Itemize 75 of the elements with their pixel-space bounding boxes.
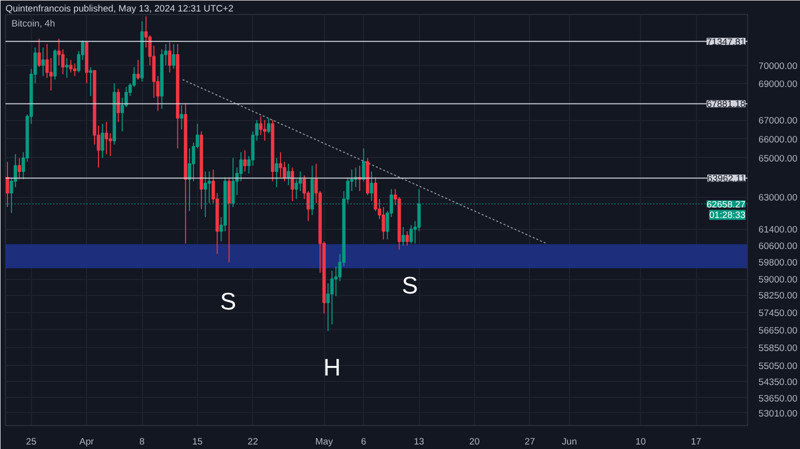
candlestick bbox=[18, 157, 22, 180]
y-tick-label: 69000.00 bbox=[758, 78, 798, 89]
annotation: S bbox=[220, 288, 236, 316]
candlestick bbox=[278, 152, 282, 178]
candlestick bbox=[227, 176, 231, 263]
y-tick-label: 67000.00 bbox=[758, 116, 798, 126]
candlestick bbox=[294, 178, 298, 200]
y-tick-label: 66000.00 bbox=[758, 134, 798, 144]
candlestick bbox=[405, 230, 409, 246]
y-tick-label: 61400.00 bbox=[758, 224, 798, 235]
candlestick bbox=[37, 38, 41, 68]
ref-line-label: 62658.27 bbox=[706, 199, 746, 210]
candlestick bbox=[239, 152, 243, 182]
candlestick bbox=[116, 88, 120, 122]
x-tick-label: 8 bbox=[139, 436, 145, 446]
candlestick bbox=[104, 121, 108, 155]
annotation: 01:28:33 bbox=[709, 210, 746, 220]
candlestick bbox=[100, 123, 104, 158]
candlestick bbox=[334, 266, 338, 297]
y-tick-label: 55050.00 bbox=[758, 361, 798, 372]
candlestick bbox=[290, 167, 294, 202]
x-tick-label: 25 bbox=[26, 436, 36, 446]
candlestick bbox=[370, 170, 374, 202]
candlestick bbox=[88, 66, 92, 97]
x-tick-label: 17 bbox=[690, 436, 702, 446]
candlestick bbox=[73, 62, 76, 77]
y-tick-label: 63000.00 bbox=[758, 192, 798, 203]
x-tick-label: 22 bbox=[248, 436, 258, 446]
y-tick-label: 56650.00 bbox=[758, 325, 798, 336]
y-tick-label: 57450.00 bbox=[758, 308, 798, 318]
y-tick-label: 55850.00 bbox=[758, 343, 798, 354]
candlestick bbox=[402, 226, 405, 246]
x-tick-label: Apr bbox=[79, 436, 94, 446]
chart-title: Bitcoin, 4h bbox=[12, 18, 56, 28]
y-tick-label: 53010.00 bbox=[758, 408, 798, 418]
candlestick bbox=[65, 58, 69, 78]
y-tick-label: 65000.00 bbox=[758, 153, 798, 164]
x-tick-label: Jun bbox=[562, 436, 577, 446]
candlestick bbox=[326, 282, 330, 332]
ref-line-label: 67881.18 bbox=[706, 99, 746, 110]
y-tick-label: 59800.00 bbox=[758, 258, 798, 268]
candlestick bbox=[136, 59, 140, 80]
candlestick bbox=[330, 270, 334, 325]
candlestick bbox=[57, 38, 61, 66]
y-tick-label: 58250.00 bbox=[758, 290, 798, 301]
x-tick-label: 13 bbox=[414, 436, 424, 446]
x-tick-label: 10 bbox=[635, 436, 646, 446]
annotation: S bbox=[402, 272, 418, 300]
candlestick bbox=[243, 150, 247, 172]
candlestick bbox=[263, 120, 266, 142]
candlestick bbox=[69, 59, 72, 73]
candlestick bbox=[274, 157, 278, 188]
y-tick-label: 53650.00 bbox=[758, 393, 798, 404]
x-tick-label: 15 bbox=[192, 436, 203, 446]
candlestick bbox=[41, 47, 45, 77]
y-tick-label: 59000.00 bbox=[758, 274, 798, 285]
ref-line-label: 63962.11 bbox=[707, 174, 746, 184]
y-tick-label: 54350.00 bbox=[758, 377, 798, 388]
candlestick bbox=[266, 118, 270, 134]
candlestick bbox=[362, 148, 366, 182]
candlestick bbox=[168, 42, 172, 73]
candlestick bbox=[409, 224, 413, 244]
candlestick bbox=[180, 104, 184, 130]
x-tick-label: May bbox=[315, 436, 334, 446]
text: Quintenfrancois published, May 13, 2024 12:31 UTC+2 bbox=[6, 4, 234, 14]
y-tick-label: 60600.00 bbox=[758, 241, 798, 252]
annotation: H bbox=[323, 354, 341, 382]
ref-line-label: 71347.81 bbox=[706, 36, 746, 47]
x-tick-label: 27 bbox=[524, 436, 536, 446]
candlestick bbox=[49, 58, 53, 92]
y-tick-label: 70000.00 bbox=[758, 60, 798, 71]
candlestick bbox=[45, 44, 49, 78]
x-tick-label: 20 bbox=[469, 436, 480, 446]
candlestick bbox=[172, 44, 176, 70]
x-tick-label: 6 bbox=[361, 436, 366, 446]
